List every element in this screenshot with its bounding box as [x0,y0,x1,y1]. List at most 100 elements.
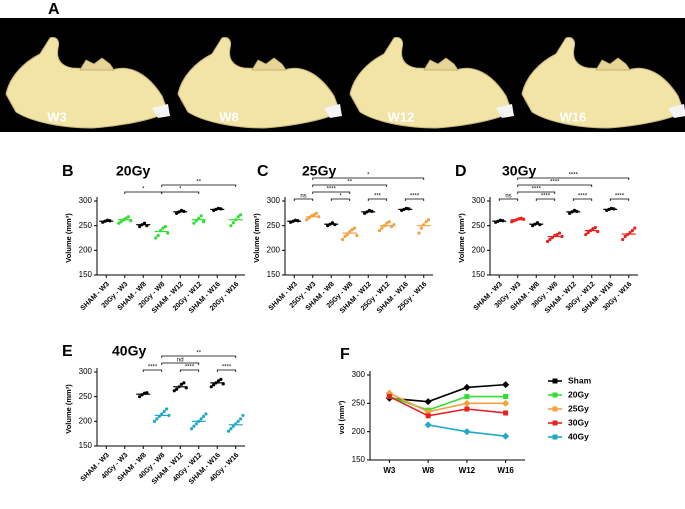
panel-title: 40Gy [112,343,146,359]
data-point [167,413,171,418]
significance-label: **** [532,187,542,193]
significance-bracket [161,362,200,365]
significance-bracket [312,177,425,180]
legend-marker [552,420,558,426]
panel-letter: A [48,1,60,18]
data-point [199,417,203,421]
data-point [531,224,535,228]
y-tick-label: 200 [352,427,366,436]
data-point [591,227,595,231]
series-marker [463,399,471,407]
image-label: W12 [388,109,415,124]
data-point [154,236,158,240]
legend-label: 40Gy [568,431,589,441]
y-tick-label: 250 [472,221,486,230]
significance-label: **** [550,180,560,186]
y-tick-label: 200 [79,245,93,254]
data-point [424,220,428,224]
significance-label: **** [615,194,625,200]
significance-label: ** [196,180,201,186]
data-point [231,221,235,225]
data-point [352,226,357,230]
data-point [548,237,552,242]
legend-label: 25Gy [568,403,589,413]
data-point [163,225,167,229]
data-point [164,407,169,411]
data-point [189,427,194,431]
significance-bracket [312,191,351,194]
significance-label: * [339,194,342,200]
data-point [380,226,384,230]
data-point [535,221,540,225]
data-point [572,208,577,212]
data-point [117,221,121,225]
data-point [126,215,130,219]
series-marker [464,406,470,412]
series-marker [503,410,509,416]
image-label: W3 [47,109,67,124]
legend-marker [552,392,558,398]
significance-label: nd [177,358,184,364]
data-point [312,213,316,217]
y-tick-label: 300 [472,196,486,205]
data-point [345,232,349,237]
data-point [557,231,562,235]
series-marker [386,394,392,400]
significance-bracket [609,198,630,201]
series-marker [463,383,471,392]
series-marker [502,381,510,389]
y-tick-label: 150 [472,270,486,279]
significance-label: **** [541,194,551,200]
data-point [628,230,632,235]
data-point [175,387,179,391]
data-point [152,419,157,423]
y-tick-label: 150 [79,441,93,450]
x-tick-label: W16 [497,466,514,475]
series-marker [463,428,471,436]
data-point [142,221,147,225]
y-axis-label: vol (mm³) [337,400,346,434]
y-tick-label: 300 [352,370,366,379]
significance-bracket [179,369,200,372]
series-marker [503,394,509,400]
data-point [236,215,240,219]
y-tick-label: 150 [267,270,281,279]
data-point [194,422,198,426]
significance-label: **** [569,173,579,179]
data-point [377,229,382,233]
data-point [363,211,367,215]
y-tick-label: 250 [79,392,93,401]
data-point [343,234,347,239]
significance-bracket [330,198,351,201]
significance-label: ns [300,194,306,200]
data-point [229,224,233,228]
significance-bracket [142,369,163,372]
y-tick-label: 250 [79,221,93,230]
data-point [231,424,235,428]
significance-label: **** [148,365,158,371]
data-point [519,216,523,220]
data-point [199,214,203,218]
data-point [330,221,335,225]
data-point [172,389,176,393]
data-point [426,218,431,222]
series-marker [424,398,432,406]
data-point [238,213,243,217]
significance-bracket [517,191,556,194]
y-tick-label: 300 [79,196,93,205]
data-point [192,221,196,225]
panel-letter: E [62,343,73,360]
series-line [389,395,506,417]
y-tick-label: 250 [267,221,281,230]
significance-label: *** [374,194,382,200]
legend-marker [552,378,558,384]
y-axis-label: Volume (mm³) [252,213,261,263]
panel-letter: F [340,346,350,363]
data-point [417,231,421,235]
data-point [175,211,179,215]
legend-label: Sham [568,375,592,385]
data-point [229,427,233,431]
legend-marker [552,434,558,440]
image-label: W16 [560,109,587,124]
data-point [160,412,164,416]
